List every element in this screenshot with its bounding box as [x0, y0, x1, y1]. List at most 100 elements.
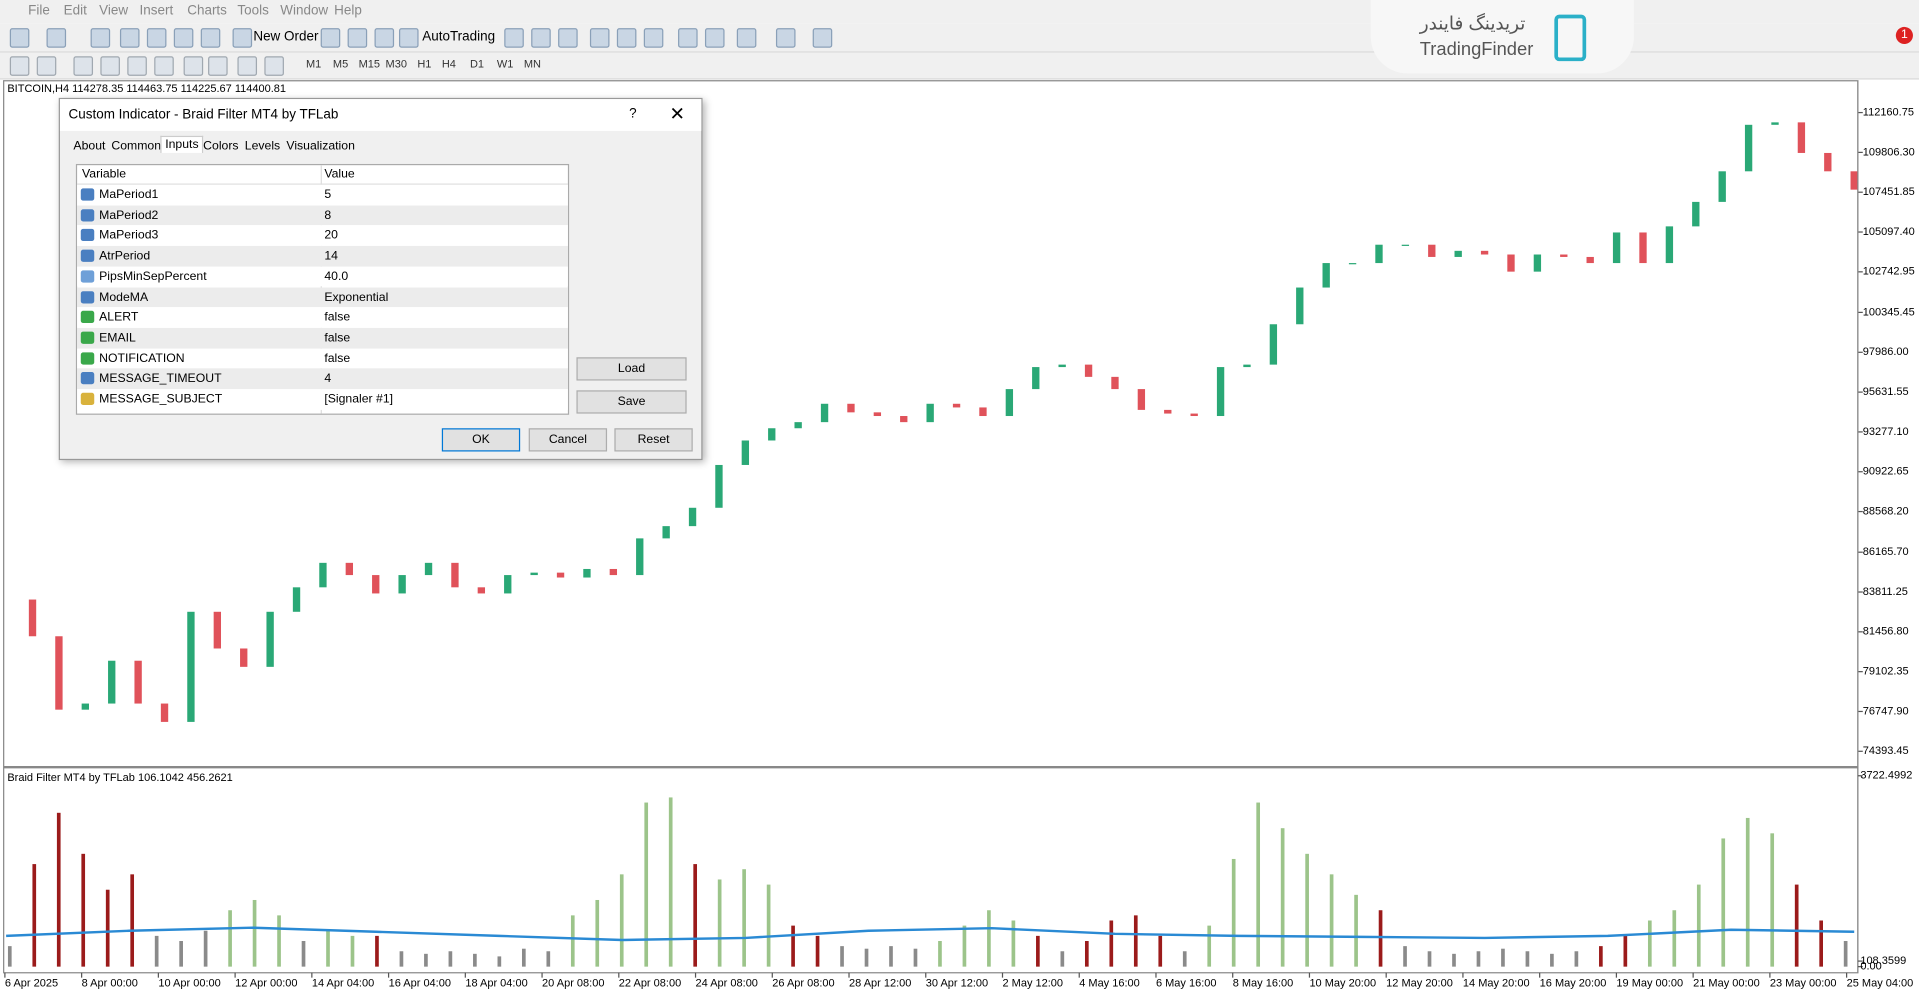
candle-body — [1005, 389, 1014, 417]
candle-body — [319, 562, 327, 588]
row-bg — [77, 327, 568, 349]
load-button[interactable]: Load — [576, 357, 687, 381]
save-button[interactable]: Save — [576, 390, 687, 414]
row-bg — [77, 307, 568, 328]
candle-body — [662, 526, 670, 539]
toolbar-icon[interactable] — [232, 28, 253, 48]
timeframe-button[interactable]: M30 — [385, 57, 407, 70]
time-label: 30 Apr 12:00 — [926, 978, 988, 990]
tab[interactable]: Levels — [244, 139, 281, 153]
toolbar-icon[interactable] — [589, 28, 610, 48]
new-order-button[interactable]: New Order — [253, 29, 319, 45]
toolbar-icon[interactable] — [36, 56, 57, 76]
candle-body — [240, 648, 248, 667]
variable-value[interactable]: false — [324, 351, 351, 366]
timeframe-button[interactable]: M15 — [358, 57, 381, 70]
price-label: 107451.85 — [1863, 186, 1915, 198]
notification-badge[interactable]: 1 — [1895, 26, 1913, 45]
variable-value[interactable]: 5 — [324, 188, 332, 202]
toolbar-icon[interactable] — [9, 28, 30, 48]
menu-item[interactable]: File — [28, 3, 50, 19]
timeframe-button[interactable]: D1 — [469, 57, 485, 70]
variable-value[interactable]: false — [324, 331, 351, 345]
toolbar-icon[interactable] — [146, 28, 167, 48]
toolbar-icon[interactable] — [812, 28, 833, 48]
histogram-bar — [1721, 838, 1726, 967]
toolbar-icon[interactable] — [775, 28, 796, 48]
toolbar-icon[interactable] — [90, 28, 111, 48]
variable-value[interactable]: 4 — [324, 372, 332, 386]
toolbar-icon[interactable] — [173, 28, 194, 48]
toolbar-icon[interactable] — [320, 28, 341, 48]
toolbar-icon[interactable] — [398, 28, 419, 48]
menu-item[interactable]: Tools — [237, 3, 269, 19]
tab[interactable]: Inputs — [160, 135, 204, 153]
candle-body — [1322, 263, 1330, 288]
autotrading-button[interactable]: AutoTrading — [422, 29, 496, 45]
menu-item[interactable]: Edit — [63, 3, 87, 19]
histogram-bar — [1109, 920, 1114, 967]
toolbar-icon[interactable] — [208, 56, 228, 76]
timeframe-button[interactable]: M1 — [305, 57, 322, 70]
timeframe-button[interactable]: H4 — [441, 57, 456, 70]
toolbar-icon[interactable] — [73, 56, 94, 76]
toolbar-icon[interactable] — [264, 56, 284, 76]
toolbar-icon[interactable] — [347, 28, 368, 48]
toolbar-icon[interactable] — [183, 56, 204, 76]
toolbar-icon[interactable] — [736, 28, 757, 48]
menu-item[interactable]: Charts — [187, 3, 227, 19]
toolbar-icon[interactable] — [643, 28, 664, 48]
time-label: 8 May 16:00 — [1233, 978, 1294, 990]
candle-body — [213, 611, 222, 649]
close-button[interactable]: ✕ — [669, 104, 685, 125]
toolbar-icon[interactable] — [237, 56, 258, 76]
histogram-bar — [1525, 951, 1530, 967]
reset-button[interactable]: Reset — [614, 428, 693, 452]
row-bg — [77, 266, 568, 287]
toolbar-icon[interactable] — [119, 28, 140, 48]
toolbar-icon[interactable] — [46, 28, 67, 48]
histogram-bar — [913, 948, 918, 967]
variable-value[interactable]: false — [324, 311, 351, 325]
variable-value[interactable]: Exponential — [324, 290, 389, 305]
menu-item[interactable]: View — [99, 3, 129, 19]
variable-value[interactable]: 40.0 — [324, 270, 349, 284]
variable-name: EMAIL — [99, 331, 136, 345]
toolbar-icon[interactable] — [374, 28, 395, 48]
candle-body — [1296, 287, 1304, 325]
toolbar-icon[interactable] — [531, 28, 551, 48]
toolbar-icon[interactable] — [154, 56, 174, 76]
toolbar-icon[interactable] — [100, 56, 120, 76]
help-button[interactable]: ? — [629, 106, 637, 122]
histogram-bar — [1647, 920, 1652, 967]
time-label: 26 Apr 08:00 — [772, 978, 834, 990]
variable-value[interactable]: 14 — [324, 249, 338, 264]
timeframe-button[interactable]: MN — [523, 57, 541, 70]
toolbar-icon[interactable] — [678, 28, 698, 48]
column-header: Variable — [82, 167, 127, 182]
tab[interactable]: Colors — [203, 139, 239, 153]
tab[interactable]: Visualization — [286, 139, 355, 153]
toolbar-icon[interactable] — [504, 28, 524, 48]
cancel-button[interactable]: Cancel — [528, 428, 608, 452]
variable-value[interactable]: [Signaler #1] — [324, 392, 394, 407]
menu-item[interactable]: Window — [280, 3, 329, 19]
menu-item[interactable]: Insert — [139, 3, 174, 19]
tab[interactable]: About — [73, 139, 106, 153]
toolbar-icon[interactable] — [9, 56, 30, 76]
tab[interactable]: Common — [111, 139, 162, 153]
ok-button[interactable]: OK — [441, 428, 521, 452]
variable-value[interactable]: 20 — [324, 229, 338, 243]
timeframe-button[interactable]: H1 — [417, 57, 432, 70]
timeframe-button[interactable]: M5 — [332, 57, 349, 70]
toolbar-icon[interactable] — [616, 28, 637, 48]
candle-body — [1533, 254, 1542, 272]
toolbar-icon[interactable] — [127, 56, 147, 76]
variable-value[interactable]: 8 — [324, 208, 332, 223]
menu-item[interactable]: Help — [334, 3, 362, 19]
toolbar-icon[interactable] — [558, 28, 578, 48]
timeframe-button[interactable]: W1 — [496, 57, 514, 70]
toolbar-icon[interactable] — [200, 28, 221, 48]
toolbar-icon[interactable] — [704, 28, 725, 48]
histogram-bar — [1060, 951, 1065, 967]
